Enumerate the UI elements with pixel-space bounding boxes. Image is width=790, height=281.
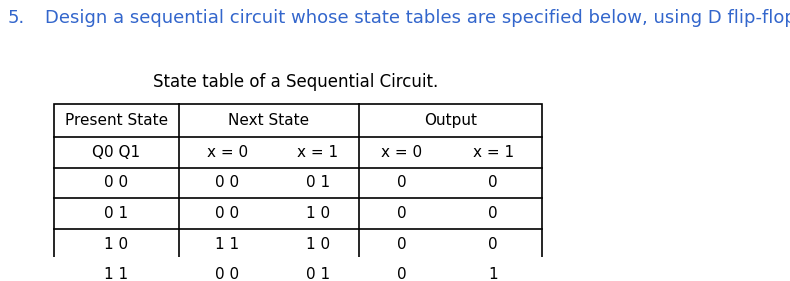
Text: x = 1: x = 1 <box>297 145 338 160</box>
Text: 0 0: 0 0 <box>104 175 129 190</box>
Text: 0: 0 <box>397 206 407 221</box>
Text: 0: 0 <box>397 267 407 281</box>
Text: Next State: Next State <box>228 113 310 128</box>
Text: Design a sequential circuit whose state tables are specified below, using D flip: Design a sequential circuit whose state … <box>46 9 790 27</box>
Text: 0: 0 <box>488 206 498 221</box>
Text: 1 1: 1 1 <box>216 237 239 252</box>
Text: x = 0: x = 0 <box>207 145 248 160</box>
Text: 0: 0 <box>397 175 407 190</box>
Text: Output: Output <box>424 113 477 128</box>
Text: x = 1: x = 1 <box>472 145 514 160</box>
Text: Present State: Present State <box>65 113 168 128</box>
Text: 0 0: 0 0 <box>216 175 239 190</box>
Text: x = 0: x = 0 <box>381 145 423 160</box>
Text: Q0 Q1: Q0 Q1 <box>92 145 141 160</box>
Text: 0 0: 0 0 <box>216 206 239 221</box>
Text: 0: 0 <box>488 237 498 252</box>
Text: 0 1: 0 1 <box>104 206 129 221</box>
Text: 5.: 5. <box>7 9 24 27</box>
Text: 1: 1 <box>488 267 498 281</box>
Text: 1 0: 1 0 <box>104 237 129 252</box>
Text: 0 1: 0 1 <box>306 175 329 190</box>
Text: 1 1: 1 1 <box>104 267 129 281</box>
Text: 1 0: 1 0 <box>306 237 329 252</box>
Text: 0: 0 <box>397 237 407 252</box>
Text: State table of a Sequential Circuit.: State table of a Sequential Circuit. <box>152 73 438 91</box>
Text: 1 0: 1 0 <box>306 206 329 221</box>
Text: 0 0: 0 0 <box>216 267 239 281</box>
Text: 0: 0 <box>488 175 498 190</box>
Text: 0 1: 0 1 <box>306 267 329 281</box>
